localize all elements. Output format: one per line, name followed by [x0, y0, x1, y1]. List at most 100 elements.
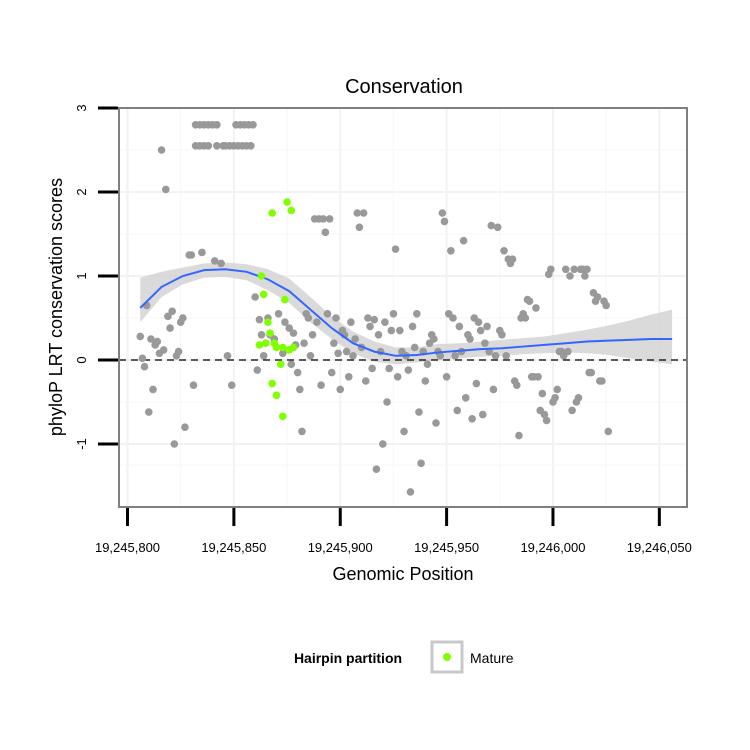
- mature-point: [281, 295, 289, 304]
- mature-point: [268, 209, 276, 217]
- mature-points: [255, 198, 298, 421]
- gray-point: [410, 343, 419, 352]
- y-tick-label: 3: [74, 104, 89, 111]
- gray-point: [257, 331, 266, 339]
- gray-point: [574, 394, 583, 402]
- gray-point: [561, 265, 570, 274]
- gray-point: [438, 209, 447, 217]
- gray-point: [344, 373, 353, 381]
- mature-point: [289, 343, 298, 352]
- x-tick-label: 19,245,800: [95, 540, 160, 555]
- gray-point: [581, 272, 589, 280]
- gray-point: [461, 394, 470, 402]
- gray-point: [136, 332, 145, 341]
- gray-point: [300, 339, 308, 348]
- gray-point: [602, 301, 610, 310]
- gray-point: [472, 379, 481, 388]
- gray-point: [455, 322, 464, 331]
- gray-point: [598, 377, 606, 385]
- gray-point: [334, 349, 342, 358]
- gray-point: [313, 318, 321, 327]
- gray-point: [285, 324, 293, 332]
- gray-point: [481, 339, 489, 348]
- gray-point: [389, 310, 398, 318]
- plot-panel: [119, 108, 687, 507]
- gray-point: [198, 248, 206, 257]
- gray-point: [361, 377, 370, 385]
- gray-point: [319, 215, 328, 223]
- mature-point: [287, 206, 296, 215]
- gray-point: [227, 381, 236, 390]
- mature-point: [264, 318, 272, 327]
- gray-point: [417, 459, 425, 468]
- gray-point: [366, 322, 374, 331]
- x-tick-label: 19,245,850: [201, 540, 266, 555]
- gray-point: [498, 331, 506, 339]
- mature-point: [259, 290, 268, 299]
- gray-point: [349, 352, 357, 360]
- gray-point: [423, 360, 432, 369]
- gray-point: [223, 352, 232, 360]
- gray-point: [325, 215, 334, 223]
- gray-point: [213, 142, 221, 150]
- gray-point: [306, 352, 315, 360]
- gray-point: [147, 335, 155, 343]
- gray-point: [547, 265, 555, 274]
- gray-point: [251, 293, 259, 301]
- gray-point: [538, 389, 547, 398]
- gray-point: [387, 326, 396, 335]
- gray-point: [447, 247, 455, 255]
- gray-point: [421, 377, 430, 385]
- gray-point: [187, 251, 196, 259]
- gray-point: [298, 427, 306, 436]
- mature-point: [261, 339, 270, 348]
- gray-point: [374, 331, 383, 339]
- gray-point: [168, 307, 176, 316]
- gray-point: [149, 385, 157, 394]
- gray-point: [564, 347, 572, 356]
- gray-point: [566, 272, 574, 280]
- gray-point: [204, 142, 213, 150]
- gray-point: [396, 326, 404, 335]
- gray-point: [359, 209, 368, 217]
- gray-point: [330, 339, 338, 348]
- gray-point: [385, 364, 393, 373]
- gray-point: [393, 373, 402, 381]
- gray-point: [181, 423, 189, 432]
- gray-point: [332, 314, 340, 322]
- legend-title: Hairpin partition: [294, 650, 402, 666]
- gray-point: [440, 217, 449, 226]
- gray-point: [317, 381, 325, 390]
- gray-point: [500, 247, 508, 255]
- y-tick-label: 1: [74, 272, 89, 279]
- gray-point: [166, 324, 174, 332]
- gray-point: [144, 408, 153, 416]
- mature-point: [272, 343, 281, 352]
- gray-point: [287, 360, 296, 369]
- gray-point: [162, 185, 170, 194]
- gray-point: [408, 322, 417, 331]
- x-tick-label: 19,246,000: [520, 540, 585, 555]
- gray-point: [247, 142, 255, 150]
- gray-point: [253, 366, 262, 374]
- gray-point: [364, 314, 372, 322]
- gray-point: [289, 329, 298, 337]
- gray-point: [308, 331, 317, 339]
- y-tick-label: 2: [74, 188, 89, 195]
- gray-point: [474, 318, 483, 327]
- gray-point: [502, 352, 510, 360]
- x-tick-label: 19,246,050: [627, 540, 692, 555]
- gray-point: [281, 318, 289, 327]
- gray-point: [406, 488, 415, 496]
- gray-point: [583, 265, 591, 274]
- gray-point: [217, 259, 225, 268]
- gray-point: [489, 385, 498, 394]
- mature-point: [276, 360, 285, 369]
- legend-key-mature-point: [443, 653, 451, 661]
- gray-point: [164, 312, 172, 321]
- gray-point: [459, 236, 468, 245]
- gray-point: [157, 146, 166, 154]
- gray-point: [213, 121, 221, 129]
- mature-point: [266, 329, 274, 337]
